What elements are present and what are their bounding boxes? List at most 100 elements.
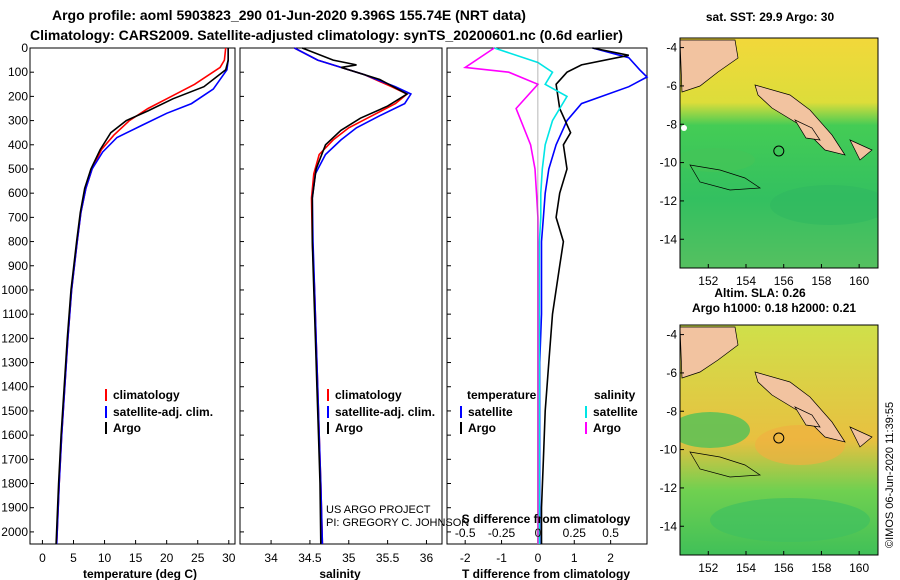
map-y-tick-label: -12: [660, 194, 678, 208]
map-y-tick-label: -6: [666, 366, 677, 380]
x-tick-label: 36: [420, 551, 434, 565]
depth-tick-label: 1900: [1, 501, 28, 515]
temperature-plot: 0 5 10 15 20 25 30: [39, 47, 236, 565]
series-line-argo: [301, 47, 409, 545]
legend-label-argo: Argo: [335, 421, 363, 435]
imos-credit: ©IMOS 06-Jun-2020 11:39:55: [884, 402, 896, 548]
series-line-climatology: [294, 47, 409, 545]
x-tick-label: 0: [535, 551, 542, 565]
x-tick-label: -1: [496, 551, 507, 565]
x-tick-label: 0: [39, 551, 46, 565]
top-x-tick-label: -0.5: [455, 526, 476, 540]
legend-label-satellite: satellite-adj. clim.: [113, 405, 213, 419]
x-tick-label: 20: [160, 551, 174, 565]
sst-map: sat. SST: 29.9 Argo: 30 152 154 156 158 160 -…: [660, 10, 879, 288]
x-tick-label: 10: [98, 551, 112, 565]
x-tick-label: 2: [607, 551, 614, 565]
pi-label: PI: GREGORY C. JOHNSON: [326, 517, 469, 529]
legend-title-temperature: temperature: [467, 388, 537, 402]
land-solomon-islands: [754, 84, 846, 156]
series-line-satellite-adj-clim-: [55, 48, 229, 545]
depth-tick-label: 200: [8, 89, 28, 103]
depth-tick-label: 0: [21, 41, 28, 55]
depth-tick-label: 800: [8, 235, 28, 249]
sla-map-title-line-2: Argo h1000: 0.18 h2000: 0.21: [692, 301, 856, 315]
depth-tick-label: 1000: [1, 283, 28, 297]
temperature-legend: climatology satellite-adj. clim. Argo: [105, 388, 213, 435]
depth-tick-label: 900: [8, 259, 28, 273]
salinity-plot: 34 34.5 35 35.5 36: [264, 47, 434, 565]
series-line-climatology: [55, 47, 227, 545]
salinity-xlabel: salinity: [319, 567, 361, 580]
legend-label-s-argo: Argo: [593, 421, 621, 435]
map-y-tick-label: -14: [660, 519, 678, 533]
x-tick-label: 34: [264, 551, 278, 565]
temperature-panel-frame: [29, 47, 236, 545]
legend-label-climatology: climatology: [113, 388, 180, 402]
depth-tick-label: 2000: [1, 525, 28, 539]
map-x-tick-label: 156: [774, 274, 794, 288]
series-line-argo: [55, 48, 229, 545]
map-x-tick-label: 152: [698, 561, 718, 575]
depth-tick-label: 1300: [1, 356, 28, 370]
map-y-tick-label: -12: [660, 481, 678, 495]
series-line-s-satellite: [494, 47, 569, 544]
legend-title-salinity: salinity: [594, 388, 636, 402]
top-x-tick-label: 0.25: [563, 526, 587, 540]
depth-tick-label: 1800: [1, 477, 28, 491]
map-x-tick-label: 160: [849, 274, 869, 288]
map-x-tick-label: 156: [774, 561, 794, 575]
top-x-tick-label: -0.25: [488, 526, 516, 540]
map-x-tick-label: 158: [811, 274, 831, 288]
legend-label-t-satellite: satellite: [468, 405, 513, 419]
sla-map: Altim. SLA: 0.26 Argo h1000: 0.18 h2000:…: [660, 286, 879, 575]
depth-tick-label: 700: [8, 210, 28, 224]
land-new-guinea: [680, 326, 739, 379]
x-tick-label: 30: [222, 551, 236, 565]
depth-axis: 0 100 200 300 400 500 600 700 800 900 1000 1100 1200…: [1, 41, 451, 539]
figure-title-line-1: Argo profile: aoml 5903823_290 01-Jun-20…: [52, 7, 526, 23]
salinity-panel-frame: [239, 47, 443, 545]
temperature-xlabel: temperature (deg C): [83, 567, 197, 580]
depth-tick-label: 1700: [1, 452, 28, 466]
x-tick-label: 35: [342, 551, 356, 565]
project-label: US ARGO PROJECT: [326, 504, 431, 516]
depth-tick-label: 500: [8, 162, 28, 176]
difference-plot: -2 -1 0 1 2-0.5 -0.25 0 0.25 0.5: [455, 47, 649, 565]
map-y-tick-label: -14: [660, 232, 678, 246]
land-new-guinea: [680, 39, 739, 93]
difference-xlabel: T difference from climatology: [462, 567, 630, 580]
depth-tick-label: 1400: [1, 380, 28, 394]
difference-top-xlabel: S difference from climatology: [462, 512, 631, 526]
x-tick-label: -2: [460, 551, 471, 565]
map-y-tick-label: -8: [666, 117, 677, 131]
map-y-tick-label: -8: [666, 404, 677, 418]
legend-label-t-argo: Argo: [468, 421, 496, 435]
series-line-t-argo: [540, 47, 629, 544]
depth-tick-label: 1100: [2, 307, 28, 321]
map-y-tick-label: -4: [666, 328, 677, 342]
map-x-tick-label: 152: [698, 274, 718, 288]
float-position-marker: [773, 432, 785, 444]
sla-map-title-line-1: Altim. SLA: 0.26: [714, 286, 806, 300]
depth-tick-label: 600: [8, 186, 28, 200]
map-y-tick-label: -4: [666, 41, 677, 55]
depth-tick-label: 100: [8, 65, 28, 79]
figure-title-line-2: Climatology: CARS2009. Satellite-adjuste…: [30, 27, 623, 43]
map-y-tick-label: -10: [660, 156, 678, 170]
x-tick-label: 25: [191, 551, 205, 565]
depth-tick-label: 1200: [1, 331, 28, 345]
map-y-tick-label: -10: [660, 443, 678, 457]
x-tick-label: 35.5: [376, 551, 400, 565]
x-tick-label: 5: [70, 551, 77, 565]
sst-map-title: sat. SST: 29.9 Argo: 30: [706, 10, 835, 24]
depth-tick-label: 400: [8, 138, 28, 152]
map-y-tick-label: -6: [666, 79, 677, 93]
land-solomon-islands: [754, 371, 846, 443]
legend-label-satellite: satellite-adj. clim.: [335, 405, 435, 419]
legend-label-climatology: climatology: [335, 388, 402, 402]
map-x-tick-label: 154: [736, 274, 756, 288]
legend-label-argo: Argo: [113, 421, 141, 435]
legend-label-s-satellite: satellite: [593, 405, 638, 419]
